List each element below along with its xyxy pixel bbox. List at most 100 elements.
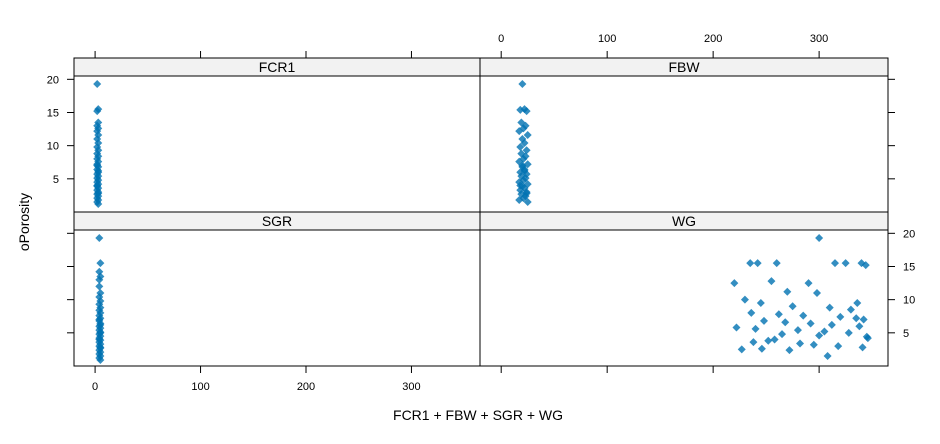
point-wg	[756, 298, 765, 307]
point-wg	[861, 261, 870, 270]
point-wg	[737, 345, 746, 354]
point-fcr1	[93, 79, 102, 88]
point-wg	[778, 330, 787, 339]
point-sgr	[95, 233, 104, 242]
point-wg	[753, 259, 762, 268]
y-tick-label: 15	[47, 107, 59, 119]
point-fbw	[522, 107, 531, 116]
point-wg	[770, 335, 779, 344]
point-fcr1	[94, 166, 103, 175]
point-wg	[825, 303, 834, 312]
point-wg	[844, 328, 853, 337]
point-sgr	[96, 343, 105, 352]
y-tick-label: 5	[53, 174, 59, 186]
point-wg	[788, 302, 797, 311]
point-wg	[858, 343, 867, 352]
strip-label-sgr: SGR	[262, 213, 292, 229]
strip-fbw	[479, 57, 889, 77]
panel-sgr	[73, 229, 481, 367]
point-sgr	[96, 320, 105, 329]
point-sgr	[95, 315, 104, 324]
point-wg	[836, 312, 845, 321]
strip-label-wg: WG	[672, 213, 696, 229]
point-wg	[730, 279, 739, 288]
y-tick-label: 10	[903, 295, 915, 307]
point-wg	[749, 338, 758, 347]
point-fbw	[518, 79, 527, 88]
point-wg	[746, 259, 755, 268]
point-wg	[774, 310, 783, 319]
point-fcr1	[93, 107, 102, 116]
panel-fbw	[479, 75, 889, 213]
point-wg	[831, 259, 840, 268]
point-fbw	[515, 196, 524, 205]
strip-headers: FCR1 FBW SGR WG	[73, 57, 889, 231]
point-sgr	[95, 335, 104, 344]
x-tick-label: 300	[810, 33, 828, 45]
panel-fcr1	[73, 75, 481, 213]
point-fbw	[520, 166, 529, 175]
axes: 0 0 100 100 200 200 300 300 5 5 10 10 15 15 20 20	[47, 33, 916, 393]
point-wg	[809, 340, 818, 349]
point-fbw	[516, 105, 525, 114]
y-axis-title: oPorosity	[16, 193, 32, 251]
point-fbw	[522, 189, 531, 198]
point-fbw	[523, 198, 532, 207]
x-tick-label: 200	[297, 381, 315, 393]
point-wg	[852, 314, 861, 323]
data-points	[93, 79, 872, 365]
strip-label-fcr1: FCR1	[259, 59, 296, 75]
y-tick-label: 10	[47, 141, 59, 153]
y-tick-label: 20	[47, 74, 59, 86]
point-wg	[732, 323, 741, 332]
x-tick-label: 0	[498, 33, 504, 45]
point-wg	[796, 339, 805, 348]
x-tick-label: 300	[402, 381, 420, 393]
point-wg	[747, 308, 756, 317]
point-wg	[804, 279, 813, 288]
x-tick-label: 0	[92, 381, 98, 393]
y-tick-label: 5	[903, 328, 909, 340]
point-wg	[815, 233, 824, 242]
point-wg	[834, 342, 843, 351]
point-wg	[799, 311, 808, 320]
point-wg	[855, 322, 864, 331]
point-sgr	[95, 275, 104, 284]
point-wg	[760, 316, 769, 325]
point-wg	[781, 318, 790, 327]
point-wg	[806, 319, 815, 328]
point-wg	[740, 295, 749, 304]
point-fbw	[521, 121, 530, 130]
point-wg	[793, 326, 802, 335]
point-fbw	[516, 181, 525, 190]
point-wg	[859, 315, 868, 324]
point-fbw	[522, 146, 531, 155]
point-wg	[751, 324, 760, 333]
point-fbw	[516, 142, 525, 151]
strip-label-fbw: FBW	[668, 59, 700, 75]
point-wg	[827, 320, 836, 329]
point-wg	[863, 334, 872, 343]
point-sgr	[96, 328, 105, 337]
point-wg	[846, 305, 855, 314]
point-wg	[841, 259, 850, 268]
point-sgr	[96, 259, 105, 268]
point-wg	[783, 287, 792, 296]
y-tick-label: 20	[903, 228, 915, 240]
point-wg	[785, 346, 794, 355]
point-sgr	[95, 282, 104, 291]
point-fcr1	[93, 181, 102, 190]
point-wg	[823, 352, 832, 361]
point-fcr1	[94, 200, 103, 209]
point-wg	[772, 259, 781, 268]
point-sgr	[96, 356, 105, 365]
x-tick-label: 100	[191, 381, 209, 393]
x-tick-label: 200	[704, 33, 722, 45]
point-fbw	[520, 139, 529, 148]
point-wg	[815, 331, 824, 340]
panel-wg	[479, 229, 889, 367]
point-wg	[812, 289, 821, 298]
point-wg	[764, 336, 773, 345]
point-fcr1	[93, 161, 102, 170]
